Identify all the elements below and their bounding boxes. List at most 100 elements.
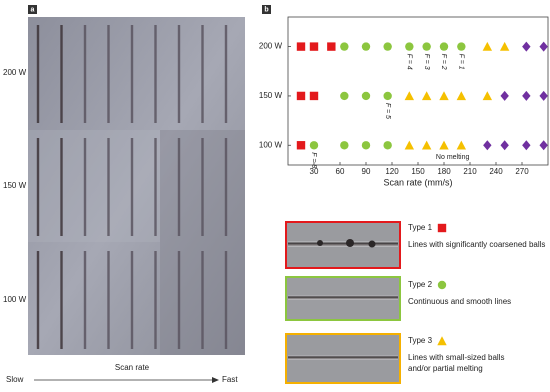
marker — [522, 41, 531, 52]
scan-track — [60, 138, 63, 236]
marker — [340, 141, 349, 150]
fast-label: Fast — [222, 375, 238, 384]
panel-label: b — [264, 6, 268, 13]
marker — [383, 42, 392, 51]
axis-label: Scan rate — [115, 363, 150, 372]
marker — [405, 42, 414, 51]
scan-track — [130, 25, 134, 123]
marker — [361, 91, 371, 101]
marker — [499, 41, 510, 51]
marker — [483, 140, 492, 151]
marker — [340, 91, 349, 101]
marker — [539, 41, 548, 52]
legend — [285, 221, 401, 384]
plot-frame — [287, 16, 549, 166]
scan-track — [130, 251, 134, 349]
marker — [437, 336, 447, 346]
marker — [422, 42, 431, 51]
scan-track — [177, 138, 181, 236]
x-tick-label: 150 — [411, 167, 425, 176]
x-tick-label: 120 — [385, 167, 399, 176]
annotation: F = 5 — [384, 103, 391, 119]
sample-track — [288, 295, 398, 300]
sample-ball — [346, 239, 354, 247]
marker — [340, 42, 349, 51]
annotation: F = 3 — [423, 54, 430, 70]
scan-track — [177, 25, 181, 123]
scan-track — [224, 251, 228, 349]
marker — [482, 41, 493, 51]
marker — [421, 91, 432, 101]
scan-track — [154, 25, 157, 123]
marker — [383, 141, 392, 150]
scan-track — [107, 25, 110, 123]
x-tick-label: 30 — [310, 167, 319, 176]
scan-track — [36, 251, 40, 349]
marker — [439, 91, 449, 101]
annotation: F = 4 — [405, 54, 412, 70]
row-label: 200 W — [3, 68, 27, 77]
marker — [522, 90, 531, 101]
marker — [437, 280, 447, 290]
marker — [309, 42, 319, 51]
scan-track — [154, 251, 157, 349]
marker — [539, 140, 548, 151]
legend-label: Type 3 — [408, 336, 433, 345]
marker — [500, 140, 509, 151]
scan-track — [60, 251, 63, 349]
legend-description: and/or partial melting — [408, 364, 483, 373]
marker — [309, 91, 319, 101]
scan-track — [201, 25, 204, 123]
sample-ball — [317, 240, 323, 246]
legend-description: Lines with small-sized balls — [408, 353, 504, 362]
marker — [309, 141, 319, 150]
marker — [500, 90, 509, 101]
x-tick-label: 90 — [362, 167, 371, 176]
scan-track — [107, 138, 110, 236]
marker — [482, 91, 493, 101]
x-axis-label: Scan rate (mm/s) — [383, 177, 452, 187]
scan-track — [201, 251, 204, 349]
annotation: F = 2 — [440, 54, 447, 70]
scan-track — [224, 25, 228, 123]
scan-track — [83, 138, 87, 236]
marker — [327, 42, 336, 51]
micrograph-tile — [28, 130, 160, 242]
marker — [361, 141, 371, 150]
marker — [383, 91, 392, 101]
legend-label: Type 1 — [408, 223, 433, 232]
arrow-head — [212, 377, 219, 383]
annotation: F = 8 — [310, 152, 317, 168]
marker — [361, 42, 371, 51]
panel-label: a — [31, 6, 35, 13]
chart: 30 60 90 120 150 180 210 240 270 100 W 150 W 200 W S… — [259, 41, 548, 346]
y-tick-label: 100 W — [259, 140, 283, 149]
marker — [539, 90, 548, 101]
scan-track — [60, 25, 63, 123]
micrograph — [28, 17, 245, 355]
marker — [421, 140, 432, 150]
legend-label: Type 2 — [408, 280, 433, 289]
scan-track — [154, 138, 157, 236]
y-tick-label: 150 W — [259, 91, 283, 100]
x-tick-label: 240 — [489, 167, 503, 176]
scan-track — [224, 138, 228, 236]
row-label: 150 W — [3, 181, 27, 190]
annotation: F = 1 — [457, 54, 464, 70]
scan-track — [130, 138, 134, 236]
marker — [522, 140, 531, 151]
marker — [456, 140, 467, 150]
scan-track — [177, 251, 181, 349]
scan-track — [36, 25, 40, 123]
marker — [404, 91, 415, 101]
sample-track — [288, 241, 398, 247]
slow-label: Slow — [6, 375, 24, 384]
x-tick-label: 180 — [437, 167, 451, 176]
x-tick-label: 60 — [336, 167, 345, 176]
marker — [439, 42, 449, 51]
annotation: No melting — [436, 154, 470, 161]
marker — [296, 141, 306, 150]
row-label: 100 W — [3, 295, 27, 304]
panel-label-box — [28, 5, 37, 14]
scan-tracks — [36, 25, 228, 349]
